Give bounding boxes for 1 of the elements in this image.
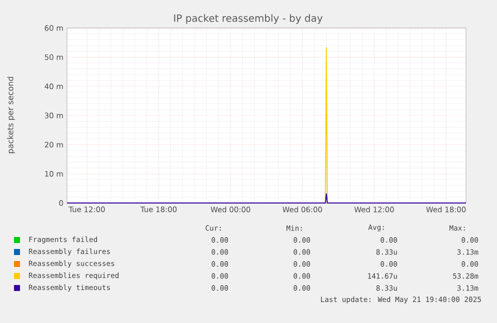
chart-title: IP packet reassembly - by day [174, 14, 323, 24]
